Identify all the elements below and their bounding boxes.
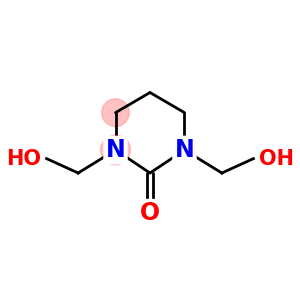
Text: N: N: [175, 138, 194, 162]
Circle shape: [100, 135, 130, 165]
Text: HO: HO: [6, 148, 41, 169]
Text: N: N: [106, 138, 125, 162]
Text: OH: OH: [259, 148, 294, 169]
Circle shape: [102, 99, 129, 126]
Text: O: O: [140, 201, 160, 225]
